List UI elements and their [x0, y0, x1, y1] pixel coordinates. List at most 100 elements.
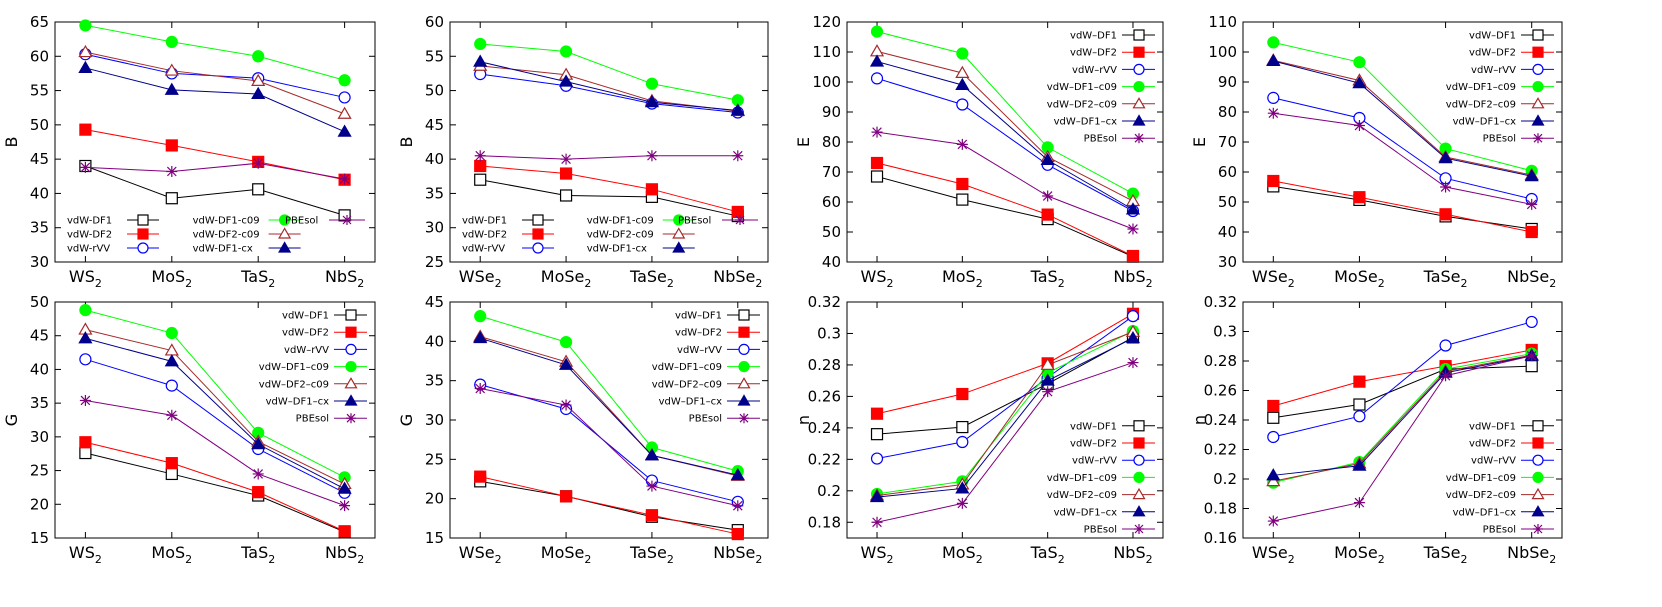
legend-marker-vdW-DF2 — [1532, 46, 1544, 58]
legend-marker-vdW-DF1-cx — [1132, 114, 1146, 126]
legend-marker-vdW-DF1-c09 — [1532, 471, 1544, 483]
data-point-vdW-DF2 — [1041, 208, 1054, 221]
data-point-PBEsol — [560, 399, 572, 411]
legend-marker-PBEsol — [1533, 133, 1543, 144]
data-point-vdW-DF2 — [1353, 375, 1366, 388]
legend-label: vdW–DF1–cx — [1453, 507, 1516, 518]
data-point-vdW-rVV — [870, 72, 884, 85]
data-point-vdW-rVV — [1353, 410, 1366, 423]
y-tick-label: 40 — [425, 150, 444, 168]
category-formula: NbSe — [713, 267, 755, 286]
data-point-vdW-DF2 — [870, 407, 884, 420]
y-tick-label: 70 — [1218, 133, 1237, 151]
series-line-vdW-rVV — [876, 77, 1134, 212]
legend-label: vdW–DF2–c09 — [1446, 490, 1516, 501]
data-point-vdW-DF1 — [474, 173, 487, 186]
legend-label: vdW–DF2 — [1469, 48, 1516, 59]
series-line-vdW-DF1-cx — [1273, 355, 1532, 476]
category-subscript: 2 — [95, 553, 102, 566]
y-tick-label: 30 — [30, 428, 49, 446]
legend-label: vdW–DF1 — [1469, 421, 1516, 432]
data-point-vdW-DF1-cx — [730, 467, 745, 481]
series-line-vdW-DF1 — [1273, 185, 1532, 230]
data-point-PBEsol — [79, 161, 91, 173]
data-point-vdW-rVV — [1126, 310, 1140, 323]
legend-label: vdW–rVV — [1471, 65, 1516, 76]
x-category-label: NbSe2 — [713, 543, 762, 566]
legend-label: vdW–DF1 — [1070, 31, 1117, 42]
data-point-vdW-rVV — [870, 452, 884, 465]
legend-label: vdW-rVV — [462, 244, 505, 255]
data-point-vdW-DF1 — [252, 183, 265, 196]
y-tick-label: 35 — [30, 219, 49, 237]
data-point-vdW-DF2 — [559, 490, 573, 503]
category-formula: MoS — [942, 267, 976, 286]
x-category-label: MoS2 — [151, 267, 192, 290]
data-point-PBEsol — [1042, 386, 1054, 398]
y-tick-label: 110 — [812, 43, 841, 61]
data-point-vdW-DF1-cx — [164, 354, 179, 367]
data-point-vdW-DF1 — [1267, 411, 1280, 424]
legend-marker-PBEsol — [346, 413, 356, 424]
data-point-vdW-DF2 — [731, 205, 744, 219]
y-tick-label: 15 — [30, 529, 49, 547]
data-point-vdW-DF1-c09 — [956, 47, 969, 60]
series-line-PBEsol — [1273, 112, 1532, 205]
y-tick-label: 45 — [30, 327, 49, 345]
data-point-vdW-DF1-cx — [558, 74, 574, 87]
data-point-vdW-DF1-cx — [1125, 202, 1141, 215]
category-formula: MoSe — [1334, 543, 1378, 562]
data-point-vdW-DF1-c09 — [252, 50, 265, 63]
legend-marker-vdW-DF2-c09 — [1531, 97, 1545, 109]
y-tick-label: 45 — [30, 150, 49, 168]
y-tick-label: 70 — [822, 163, 841, 181]
legend-label: vdW-DF1 — [67, 216, 112, 227]
data-point-vdW-DF1 — [79, 446, 92, 460]
y-axis-label: B — [2, 137, 21, 148]
legend-label: vdW–DF1–c09 — [652, 362, 722, 373]
x-category-label: TaSe2 — [629, 543, 674, 566]
category-subscript: 2 — [1378, 553, 1385, 566]
category-formula: WSe — [459, 267, 495, 286]
data-point-vdW-DF1-cx — [1266, 53, 1281, 67]
category-formula: NbS — [1113, 543, 1145, 562]
data-point-vdW-DF1-cx — [558, 357, 574, 370]
legend-marker-vdW-DF1-cx — [344, 394, 358, 406]
y-axis-label: G — [2, 414, 21, 426]
x-category-label: MoSe2 — [1334, 543, 1385, 566]
series-line-PBEsol — [480, 155, 738, 160]
y-tick-label: 55 — [30, 82, 49, 100]
category-formula: WSe — [1252, 543, 1288, 562]
legend-marker-vdW-rVV — [1133, 63, 1145, 76]
legend-label: PBEsol — [1483, 525, 1516, 536]
legend-label: vdW–DF1–c09 — [1446, 82, 1516, 93]
y-tick-label: 65 — [30, 13, 49, 31]
category-formula: WS — [69, 267, 95, 286]
legend-label: vdW–DF2–c09 — [652, 379, 722, 390]
legend-label: vdW–DF1–cx — [1453, 117, 1516, 128]
legend-label: vdW–DF1–cx — [659, 397, 722, 408]
data-point-vdW-DF1-cx — [730, 103, 745, 116]
data-point-vdW-DF1 — [870, 170, 884, 183]
data-point-vdW-DF2-c09 — [164, 63, 179, 76]
data-point-PBEsol — [646, 480, 658, 492]
category-formula: TaSe — [629, 267, 667, 286]
y-tick-label: 110 — [1208, 13, 1237, 31]
y-tick-label: 45 — [425, 116, 444, 134]
category-formula: WS — [861, 543, 887, 562]
category-subscript: 2 — [976, 553, 983, 566]
y-tick-label: 25 — [425, 253, 444, 271]
x-category-label: WSe2 — [1252, 543, 1295, 566]
category-subscript: 2 — [185, 553, 192, 566]
x-category-label: WSe2 — [1252, 267, 1295, 290]
x-category-label: TaSe2 — [1423, 267, 1468, 290]
x-category-label: TaS2 — [1030, 543, 1065, 566]
data-point-vdW-rVV — [165, 379, 178, 392]
data-point-vdW-DF2-c09 — [955, 65, 970, 79]
legend-marker-vdW-DF2-c09 — [1531, 487, 1545, 500]
category-subscript: 2 — [95, 277, 102, 290]
data-point-vdW-DF1 — [165, 467, 178, 481]
data-point-vdW-DF2 — [1126, 249, 1140, 263]
y-axis-label: n — [794, 415, 813, 425]
